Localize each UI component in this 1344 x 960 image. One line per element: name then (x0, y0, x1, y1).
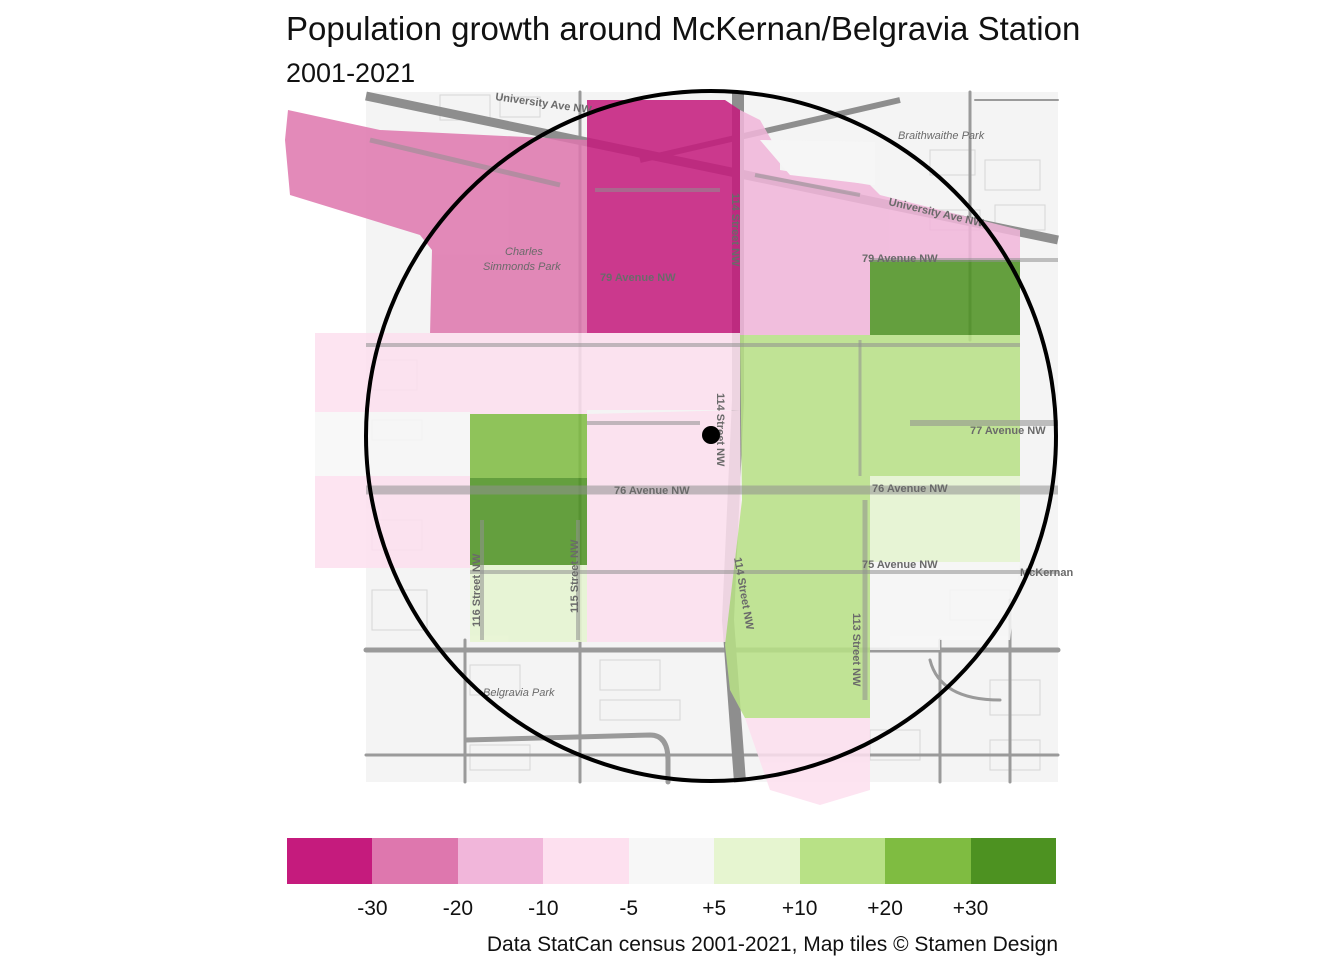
area-w-growth (470, 414, 587, 478)
label-76-ave-left: 76 Avenue NW (614, 485, 690, 497)
label-115-st: 115 Street NW (569, 539, 581, 613)
legend-tick-label: +30 (952, 897, 989, 920)
legend-swatch-4 (628, 838, 715, 884)
area-strong-decline (587, 100, 740, 335)
legend-swatch-3 (543, 838, 629, 884)
area-w-strong-growth (470, 478, 587, 565)
label-113-st: 113 Street NW (850, 613, 862, 687)
area-w-slight-growth (470, 565, 587, 642)
choropleth-areas (285, 100, 1020, 805)
area-west-stable (315, 412, 470, 476)
label-79-ave-right: 79 Avenue NW (862, 253, 938, 265)
label-mckernan: McKernan (1020, 567, 1073, 579)
legend-swatch-0 (287, 838, 373, 884)
label-77-ave: 77 Avenue NW (970, 425, 1046, 437)
area-center-slight-decline (587, 410, 742, 642)
label-116-st: 116 Street NW (471, 553, 483, 627)
label-76-ave-right: 76 Avenue NW (872, 483, 948, 495)
legend-swatch-2 (457, 838, 544, 884)
area-ne-growth (870, 260, 1020, 335)
area-east-growth (740, 335, 1020, 500)
label-114-st-top: 114 Street NW (729, 193, 741, 267)
label-79-ave-left: 79 Avenue NW (600, 272, 676, 284)
legend-tick-label: -20 (442, 897, 474, 920)
legend-tick-label: +5 (702, 897, 727, 920)
area-south-slight-decline (745, 718, 870, 805)
legend-swatch-1 (372, 838, 458, 884)
label-braithwaithe-park: Braithwaithe Park (898, 130, 985, 142)
chart-subtitle: 2001-2021 (286, 58, 416, 88)
legend-tick-label: +10 (781, 897, 818, 920)
station-marker (702, 426, 720, 444)
label-charles-simmonds-1: Charles (505, 246, 543, 258)
area-west-slight-decline (315, 333, 740, 414)
label-114-st-mid: 114 Street NW (714, 393, 726, 467)
chart-title: Population growth around McKernan/Belgra… (286, 10, 1081, 47)
legend-swatch-7 (885, 838, 971, 884)
catchment-circle (364, 89, 1058, 783)
label-belgravia-park: Belgravia Park (483, 687, 555, 699)
legend-swatch-8 (970, 838, 1056, 884)
area-sw-slight-decline (315, 476, 470, 568)
area-ne-decline (740, 110, 1020, 335)
legend-tick-label: -5 (619, 897, 639, 920)
area-se-stable (870, 562, 1020, 650)
legend-tick-label: +20 (867, 897, 903, 920)
legend-swatch-6 (799, 838, 886, 884)
data-source-caption: Data StatCan census 2001-2021, Map tiles… (486, 933, 1058, 956)
legend-color-bar (287, 838, 1056, 884)
area-se-slight-growth (870, 476, 1020, 562)
area-stable-ne (760, 140, 875, 185)
label-75-ave: 75 Avenue NW (862, 559, 938, 571)
legend-tick-label: -10 (528, 897, 559, 920)
legend-tick-label: -30 (357, 897, 388, 920)
legend-swatch-5 (714, 838, 800, 884)
label-charles-simmonds-2: Simmonds Park (483, 261, 561, 273)
area-south-growth (725, 500, 870, 718)
